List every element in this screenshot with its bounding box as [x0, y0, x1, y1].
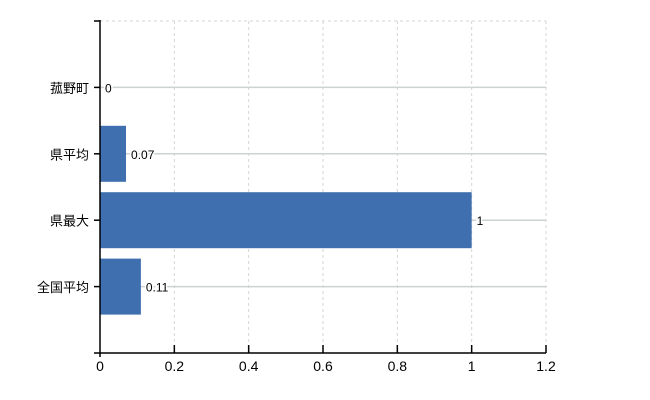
bar — [100, 192, 472, 249]
x-tick-label: 1.2 — [536, 358, 556, 374]
x-tick-label: 1 — [468, 358, 476, 374]
value-label: 0.07 — [131, 148, 155, 162]
x-tick-label: 0.6 — [313, 358, 333, 374]
bar — [100, 258, 141, 315]
value-label: 0.11 — [146, 281, 169, 295]
value-label: 0 — [105, 81, 112, 95]
category-label: 全国平均 — [37, 280, 89, 295]
x-tick-label: 0 — [96, 358, 104, 374]
x-tick-label: 0.4 — [239, 358, 259, 374]
x-tick-label: 0.2 — [165, 358, 185, 374]
x-tick-label: 0.8 — [388, 358, 408, 374]
category-label: 県平均 — [50, 147, 89, 162]
category-label: 県最大 — [50, 214, 89, 229]
value-label: 1 — [477, 214, 484, 228]
bar — [100, 125, 127, 182]
category-label: 菰野町 — [50, 81, 89, 96]
